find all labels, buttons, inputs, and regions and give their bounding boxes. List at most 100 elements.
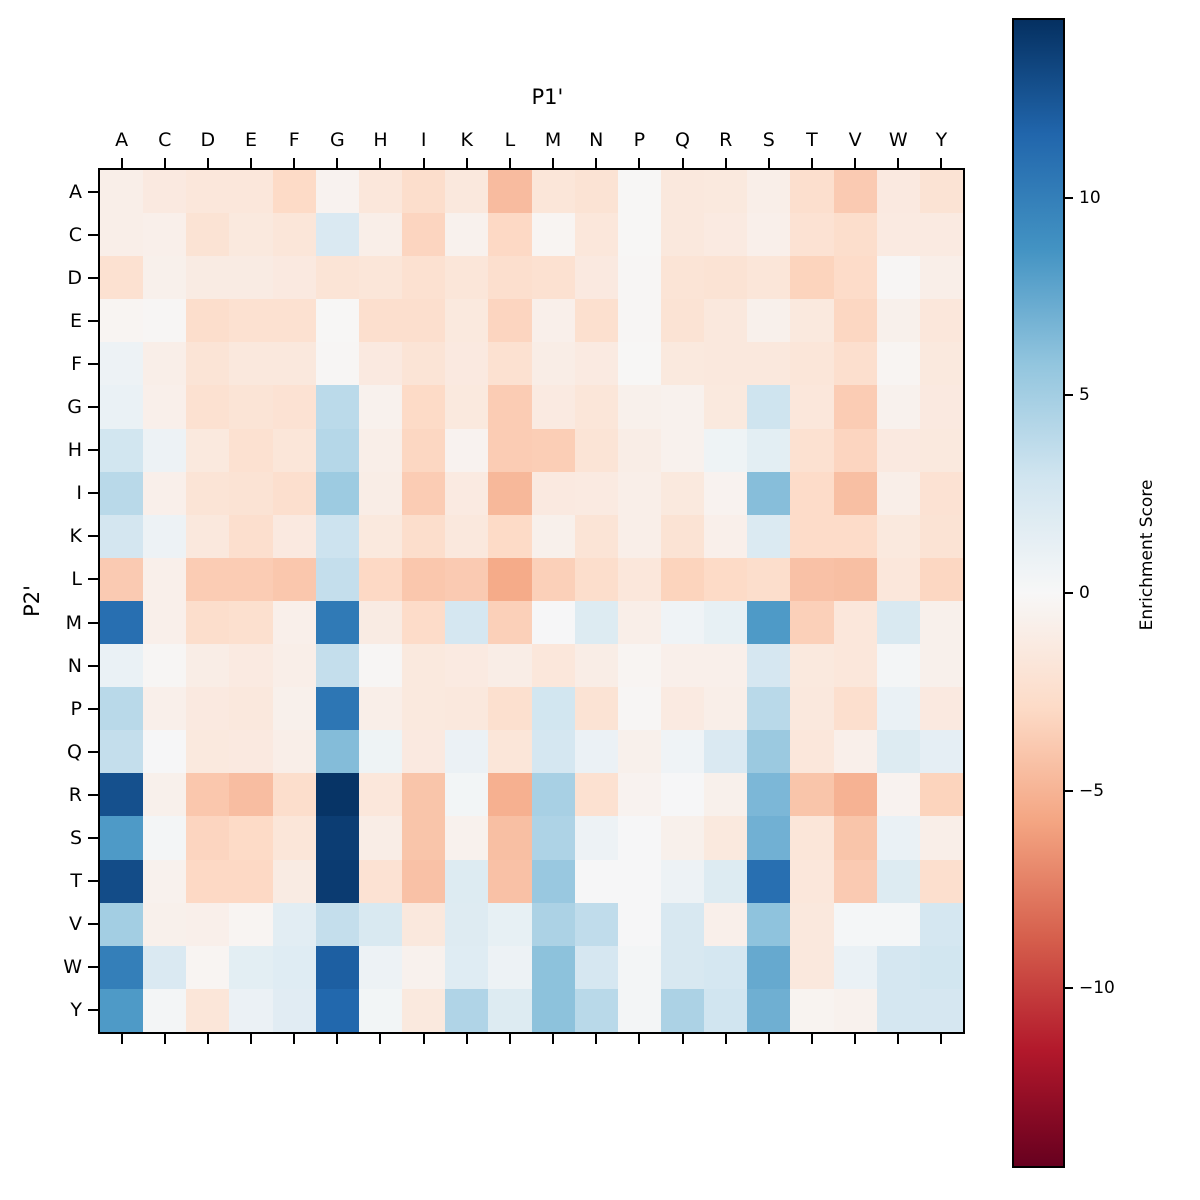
heatmap-cell bbox=[488, 428, 532, 472]
heatmap-cell bbox=[574, 859, 618, 903]
heatmap-cell bbox=[315, 299, 359, 343]
heatmap-cell bbox=[143, 170, 187, 214]
heatmap-cell bbox=[574, 600, 618, 645]
heatmap-cell bbox=[574, 342, 618, 386]
heatmap-cell bbox=[660, 644, 705, 688]
x-tick-label: A bbox=[115, 129, 129, 151]
heatmap-cell bbox=[660, 945, 705, 989]
heatmap-cell bbox=[833, 471, 877, 515]
heatmap-cell bbox=[488, 902, 532, 946]
heatmap-cell bbox=[100, 471, 144, 515]
tick-mark bbox=[293, 158, 296, 168]
tick-mark bbox=[88, 707, 98, 710]
heatmap-cell bbox=[876, 773, 920, 817]
heatmap-cell bbox=[445, 170, 489, 214]
heatmap-cell bbox=[790, 428, 834, 472]
heatmap-cell bbox=[790, 988, 834, 1032]
heatmap-cell bbox=[358, 557, 403, 601]
x-tick-label: F bbox=[288, 129, 300, 151]
heatmap-cell bbox=[315, 773, 359, 817]
heatmap-cell bbox=[660, 342, 705, 386]
heatmap-cell bbox=[445, 859, 489, 903]
heatmap-cell bbox=[747, 988, 791, 1032]
y-tick-label: I bbox=[76, 482, 82, 505]
tick-mark bbox=[638, 1034, 641, 1044]
heatmap-cell bbox=[100, 945, 144, 989]
heatmap-cell bbox=[747, 514, 791, 558]
heatmap-cell bbox=[790, 600, 834, 645]
x-tick-label: P bbox=[633, 129, 646, 151]
heatmap-cell bbox=[229, 299, 273, 343]
heatmap-cell bbox=[660, 687, 705, 731]
heatmap-cell bbox=[186, 256, 230, 300]
heatmap-cell bbox=[617, 945, 661, 989]
heatmap-cell bbox=[488, 773, 532, 817]
y-tick-label: F bbox=[71, 352, 82, 375]
heatmap-cell bbox=[574, 687, 618, 731]
heatmap-cell bbox=[229, 557, 273, 601]
heatmap-cell bbox=[315, 213, 359, 257]
x-tick-label: G bbox=[329, 129, 345, 151]
tick-mark bbox=[595, 158, 598, 168]
heatmap-cell bbox=[531, 471, 575, 515]
tick-mark bbox=[638, 158, 641, 168]
heatmap-cell bbox=[445, 385, 489, 429]
heatmap-cell bbox=[876, 902, 920, 946]
tick-mark bbox=[88, 578, 98, 581]
tick-mark bbox=[88, 923, 98, 926]
heatmap-cell bbox=[919, 859, 963, 903]
heatmap-cell bbox=[143, 385, 187, 429]
heatmap-cell bbox=[833, 342, 877, 386]
heatmap-cell bbox=[315, 170, 359, 214]
tick-mark bbox=[250, 1034, 253, 1044]
heatmap-cell bbox=[272, 385, 316, 429]
heatmap-cell bbox=[747, 557, 791, 601]
y-tick-label: Y bbox=[70, 999, 82, 1022]
x-tick-label: C bbox=[158, 129, 172, 151]
heatmap-cell bbox=[445, 514, 489, 558]
heatmap-cell bbox=[919, 730, 963, 774]
heatmap-cell bbox=[402, 471, 446, 515]
heatmap-cell bbox=[358, 471, 403, 515]
heatmap-cell bbox=[186, 859, 230, 903]
heatmap-cell bbox=[833, 988, 877, 1032]
heatmap-cell bbox=[574, 730, 618, 774]
heatmap-cell bbox=[488, 514, 532, 558]
heatmap-cell bbox=[617, 730, 661, 774]
heatmap-cell bbox=[790, 730, 834, 774]
heatmap-cell bbox=[186, 213, 230, 257]
heatmap-cell bbox=[790, 299, 834, 343]
heatmap-cell bbox=[531, 170, 575, 214]
colorbar-label-text: Enrichment Score bbox=[1137, 479, 1157, 631]
heatmap-cell bbox=[617, 902, 661, 946]
heatmap-cell bbox=[790, 773, 834, 817]
heatmap-cell bbox=[531, 428, 575, 472]
heatmap-cell bbox=[186, 945, 230, 989]
tick-mark bbox=[88, 621, 98, 624]
tick-mark bbox=[422, 1034, 425, 1044]
tick-mark bbox=[854, 1034, 857, 1044]
heatmap-cell bbox=[704, 859, 748, 903]
heatmap-cell bbox=[747, 600, 791, 645]
heatmap-cell bbox=[574, 644, 618, 688]
heatmap-cell bbox=[876, 342, 920, 386]
heatmap-cell bbox=[186, 644, 230, 688]
heatmap-cell bbox=[574, 471, 618, 515]
heatmap-cell bbox=[402, 902, 446, 946]
heatmap-cell bbox=[790, 471, 834, 515]
heatmap-cell bbox=[488, 471, 532, 515]
tick-mark bbox=[88, 190, 98, 193]
heatmap-cell bbox=[833, 902, 877, 946]
heatmap-cell bbox=[445, 644, 489, 688]
heatmap-cell bbox=[531, 514, 575, 558]
heatmap-cell bbox=[617, 385, 661, 429]
heatmap-cell bbox=[574, 170, 618, 214]
heatmap-cell bbox=[272, 256, 316, 300]
heatmap-cell bbox=[402, 299, 446, 343]
heatmap-cell bbox=[315, 687, 359, 731]
colorbar-tick-mark bbox=[1065, 592, 1073, 594]
heatmap-cell bbox=[919, 342, 963, 386]
heatmap-cell bbox=[272, 945, 316, 989]
heatmap-cell bbox=[358, 902, 403, 946]
tick-mark bbox=[88, 276, 98, 279]
